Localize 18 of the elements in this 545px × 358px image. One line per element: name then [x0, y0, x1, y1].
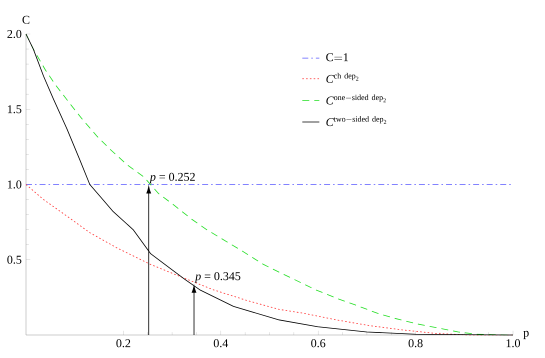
x-tick-label: 0.4 [214, 339, 228, 348]
x-tick-label: 0.8 [408, 339, 423, 348]
x-tick-label: 0.6 [311, 339, 326, 348]
y-axis-title: C [22, 16, 30, 24]
legend-label: $\mathit{C}^{\mathrm{two}-\mathrm{sided\ dep}_{\mathrm{2}}}$ [326, 116, 386, 126]
annotation: p = 0.345 [194, 272, 240, 283]
legend-label: $\mathit{C}^{\mathrm{ch\ dep}_{\mathrm{2}}}$ [326, 72, 358, 83]
y-tick-label: 0.5 [7, 256, 22, 264]
x-tick-label: 1.0 [506, 339, 520, 348]
legend-label: $\mathit{C}^{\mathrm{one}-\mathrm{sided\ dep}_{\mathrm{2}}}$ [326, 94, 386, 105]
x-axis-title: p [523, 330, 529, 340]
y-tick-label: 1.5 [8, 105, 22, 114]
x-tick-label: 0.2 [116, 339, 130, 348]
y-tick-label: 1.0 [8, 180, 22, 189]
y-tick-label: 2.0 [7, 30, 22, 38]
line-series [26, 34, 514, 336]
legend-label: $\mathrm{C{=}1}$ [326, 53, 348, 62]
annotation: p = 0.252 [149, 172, 195, 184]
